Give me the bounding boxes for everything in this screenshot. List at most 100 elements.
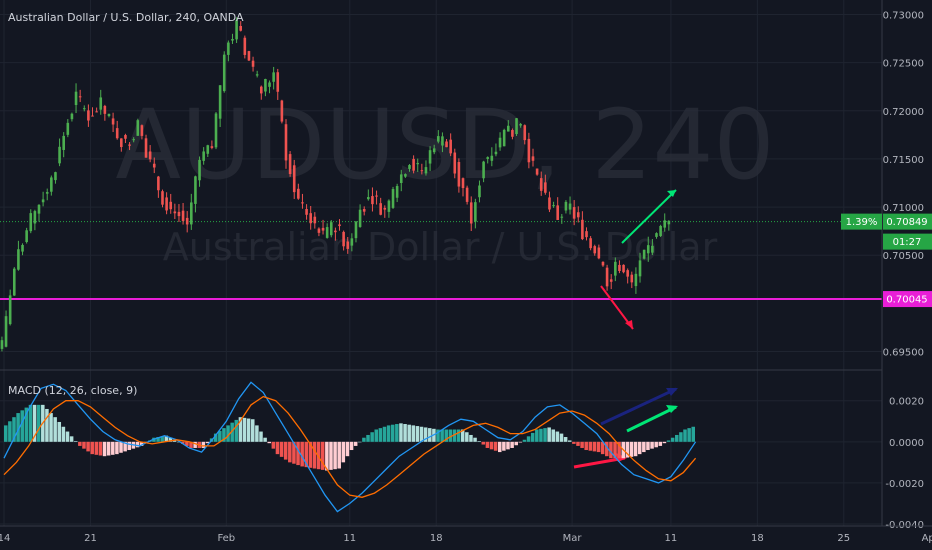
candle-body	[54, 172, 57, 181]
macd-hist-bar	[279, 441, 284, 457]
macd-hist-bar	[662, 441, 667, 444]
change-badge	[841, 213, 882, 230]
candle-body	[449, 139, 452, 154]
macd-hist-bar	[358, 441, 362, 443]
macd-hist-bar	[522, 439, 527, 442]
macd-hist-bar	[362, 437, 366, 442]
candle-body	[329, 222, 333, 236]
macd-green-arrow-head	[666, 405, 678, 413]
macd-hist-bar	[65, 431, 70, 442]
macd-hist-bar	[193, 441, 197, 448]
macd-hist-bar	[605, 441, 609, 457]
up-arrow-line[interactable]	[621, 189, 677, 244]
macd-hist-bar	[53, 417, 57, 442]
macd-hist-bar	[238, 417, 243, 442]
candle-body	[17, 249, 20, 270]
macd-hist-bar	[448, 429, 453, 442]
down-arrow-head	[625, 320, 633, 329]
macd-blue-arrow-head	[666, 388, 678, 396]
candle-body	[494, 151, 498, 155]
macd-hist-bar	[374, 429, 379, 442]
candle-body	[190, 202, 193, 225]
macd-blue-trend-arrow[interactable]	[600, 387, 677, 426]
candle-body	[515, 118, 518, 135]
candle-body	[218, 85, 222, 119]
macd-hist-bar	[460, 429, 465, 442]
macd-hist-bar	[576, 441, 580, 446]
macd-hist-bar	[296, 441, 300, 466]
macd-hist-bar	[36, 404, 41, 442]
candle-body	[342, 231, 345, 247]
current-price-badge	[883, 213, 932, 230]
candle-body	[572, 207, 576, 219]
candle-body	[280, 100, 284, 122]
candle-body	[288, 154, 292, 175]
macd-hist-bar	[572, 441, 576, 444]
macd-hist-bar	[94, 441, 99, 455]
candle-body	[206, 145, 210, 154]
macd-hist-bar	[399, 423, 403, 442]
candle-body	[593, 246, 597, 254]
candle-body	[511, 130, 514, 137]
macd-hist-bar	[226, 425, 230, 442]
candle-body	[12, 268, 16, 296]
candle-body	[539, 178, 543, 191]
macd-hist-bar	[201, 441, 206, 448]
macd-hist-bar	[411, 425, 416, 442]
macd-hist-bar	[481, 441, 486, 445]
candle-body	[144, 138, 148, 158]
y-tick-label: 0.72500	[883, 59, 924, 70]
candle-body	[354, 221, 358, 239]
candle-body	[132, 139, 135, 141]
candle-body	[523, 125, 527, 141]
candle-body	[358, 209, 362, 227]
candle-body	[247, 51, 251, 61]
candle-body	[235, 20, 238, 40]
macd-hist-bar	[629, 441, 634, 457]
change-percent: 1.39%	[846, 217, 878, 228]
candle-body	[568, 203, 572, 210]
candle-body	[589, 238, 592, 249]
candle-body	[4, 316, 8, 347]
candle-body	[74, 91, 78, 106]
macd-hist-bar	[4, 425, 8, 442]
y-tick-label: 0.70500	[883, 251, 924, 262]
macd-hist-bar	[230, 422, 234, 442]
macd-green-trend-arrow[interactable]	[626, 405, 677, 433]
candle-body	[601, 261, 605, 266]
macd-hist-bar	[90, 441, 94, 455]
candle-body	[8, 295, 12, 325]
candle-body	[535, 168, 539, 175]
macd-hist-bar	[535, 429, 539, 442]
candle-body	[45, 192, 49, 194]
macd-hist-bar	[469, 434, 473, 442]
candle-body	[50, 177, 53, 192]
candle-body	[33, 211, 37, 224]
candle-body	[317, 228, 321, 233]
candle-body	[239, 26, 243, 31]
price-scale[interactable]	[882, 0, 932, 526]
macd-hist-bar	[609, 441, 613, 459]
macd-pane[interactable]	[3, 381, 697, 513]
x-tick-label: Mar	[563, 533, 583, 544]
candles[interactable]	[0, 17, 671, 357]
candle-body	[519, 124, 522, 126]
macd-hist-bar	[205, 441, 210, 444]
candle-body	[498, 137, 502, 148]
candle-body	[659, 225, 662, 236]
candle-body	[469, 202, 473, 224]
price-badges: 1.39% 0.70849 01:27 0.70045	[841, 213, 932, 308]
candle-body	[642, 249, 646, 259]
grid	[0, 0, 931, 526]
down-arrow-line[interactable]	[600, 285, 634, 330]
macd-hist-bar	[255, 425, 259, 442]
candle-body	[383, 207, 387, 210]
macd-hist-bar	[563, 437, 568, 442]
candle-body	[441, 136, 444, 146]
candle-body	[478, 185, 481, 198]
candle-body	[128, 144, 131, 146]
up-arrow-head	[667, 190, 676, 197]
candle-body	[181, 210, 185, 221]
